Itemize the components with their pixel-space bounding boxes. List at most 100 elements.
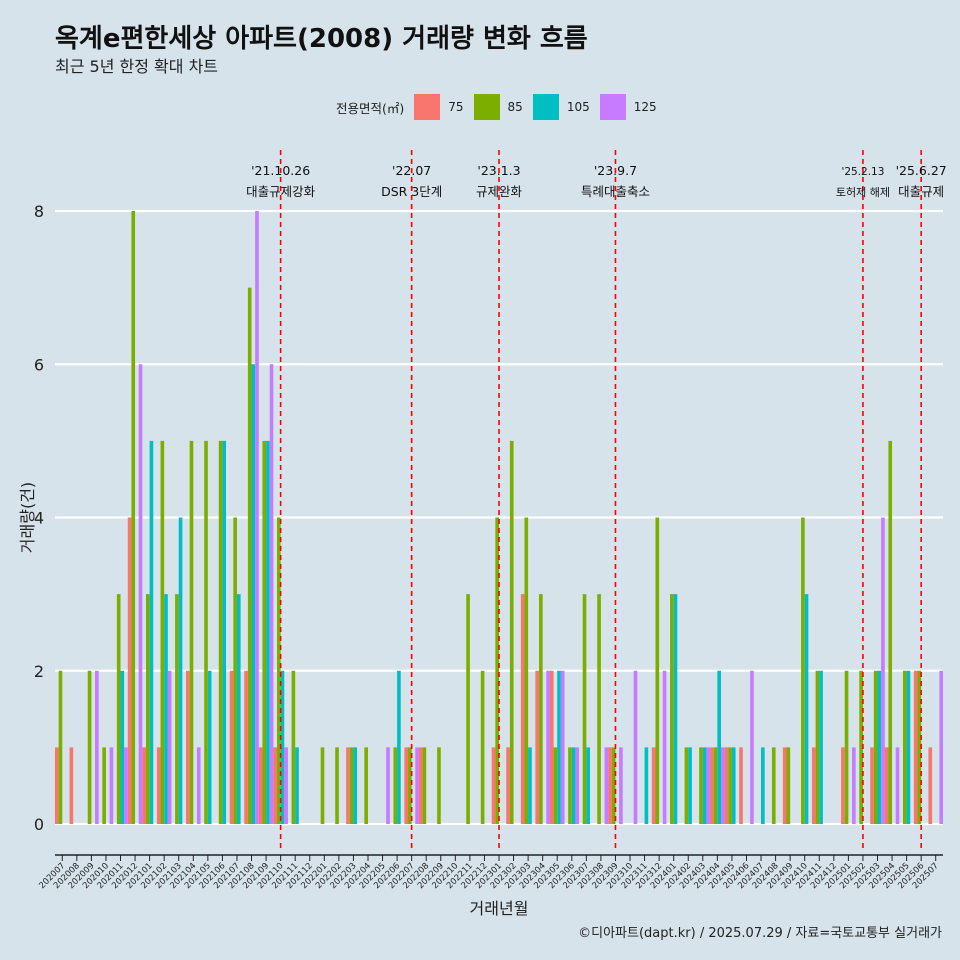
bar-125-202310 — [633, 670, 638, 824]
chart-title: 옥계e편한세상 아파트(2008) 거래량 변화 흐름 — [55, 24, 588, 54]
bar-105-202101 — [149, 440, 154, 824]
bar-125-202012 — [138, 364, 143, 824]
bar-75-202203 — [346, 747, 350, 824]
bar-85-202202 — [335, 747, 339, 824]
bar-85-202308 — [597, 594, 601, 824]
annotation-date: '25.2.13 — [841, 166, 884, 178]
annotation-label: 규제완화 — [476, 184, 523, 199]
bar-75-202108 — [244, 670, 248, 824]
x-axis-title: 거래년월 — [470, 899, 529, 918]
bar-75-202012 — [127, 517, 132, 824]
annotation-date: '22.07 — [392, 163, 431, 178]
bar-125-202010 — [109, 747, 114, 824]
bar-125-202207 — [415, 747, 419, 824]
chart-caption: ©디아파트(dapt.kr) / 2025.07.29 / 자료=국토교통부 실… — [578, 926, 942, 941]
legend-label-75: 75 — [448, 100, 464, 114]
bar-85-202102 — [160, 440, 165, 824]
bar-125-202011 — [124, 747, 128, 824]
bar-105-202103 — [178, 517, 183, 824]
bar-75-202411 — [811, 747, 816, 824]
bar-85-202405 — [728, 747, 732, 824]
y-axis-title: 거래량(건) — [18, 482, 37, 553]
bar-75-202104 — [186, 670, 190, 824]
bar-105-202402 — [688, 747, 692, 824]
bar-85-202301 — [495, 517, 499, 824]
bar-85-202401 — [670, 594, 674, 824]
bar-85-202103 — [175, 594, 179, 824]
bar-105-202407 — [761, 747, 765, 824]
y-tick-label: 2 — [34, 662, 44, 681]
bar-125-202403 — [706, 747, 711, 824]
bar-105-202203 — [353, 747, 358, 824]
bar-75-202312 — [651, 747, 656, 824]
bar-75-202507 — [928, 747, 933, 824]
bar-85-202410 — [801, 517, 805, 824]
bar-105-202405 — [731, 747, 736, 824]
bar-85-202504 — [888, 440, 893, 824]
bar-125-202404 — [721, 747, 725, 824]
bar-75-202405 — [724, 747, 729, 824]
bar-85-202503 — [873, 670, 878, 824]
bar-75-202309 — [608, 747, 612, 824]
bar-75-202305 — [549, 670, 554, 824]
bar-85-202111 — [291, 670, 296, 824]
bar-85-202411 — [815, 670, 820, 824]
bar-75-202107 — [229, 670, 234, 824]
bar-125-202306 — [575, 747, 580, 824]
bar-85-202204 — [364, 747, 368, 824]
bar-85-202009 — [87, 670, 92, 824]
bar-75-202409 — [782, 747, 787, 824]
bar-85-202404 — [713, 747, 718, 824]
legend-swatch-105 — [532, 94, 559, 120]
bar-85-202110 — [277, 517, 281, 824]
bar-85-202312 — [655, 517, 660, 824]
legend-swatch-125 — [599, 94, 626, 120]
bar-105-202108 — [251, 364, 256, 824]
bar-85-202402 — [684, 747, 689, 824]
bar-105-202307 — [586, 747, 590, 824]
bar-125-202308 — [604, 747, 609, 824]
bar-105-202102 — [164, 594, 168, 824]
bar-85-202206 — [393, 747, 398, 824]
bar-125-202503 — [881, 517, 885, 824]
bar-125-202305 — [560, 670, 565, 824]
bar-85-202309 — [611, 747, 616, 824]
bar-105-202111 — [295, 747, 299, 824]
annotation-label: 특례대출축소 — [581, 184, 650, 199]
bar-125-202009 — [95, 670, 99, 824]
bar-85-202409 — [786, 747, 791, 824]
bar-75-202302 — [506, 747, 510, 824]
bar-75-202008 — [69, 747, 74, 824]
bar-105-202305 — [557, 670, 561, 824]
bar-75-202101 — [142, 747, 146, 824]
annotation-date: '21.10.26 — [251, 163, 310, 178]
bar-75-202504 — [884, 747, 889, 824]
legend: 전용면적(㎡) 75 85 105 125 — [336, 93, 667, 121]
legend-label-105: 105 — [566, 100, 590, 114]
bar-75-202102 — [156, 747, 161, 824]
bar-125-202501 — [852, 747, 856, 824]
bar-105-202311 — [644, 747, 649, 824]
bar-105-202110 — [280, 670, 285, 824]
bar-85-202101 — [145, 594, 150, 824]
legend-label-85: 85 — [507, 100, 523, 114]
bar-85-202306 — [568, 747, 572, 824]
bar-105-202403 — [702, 747, 707, 824]
bar-85-202007 — [58, 670, 63, 824]
bar-85-202502 — [859, 670, 863, 824]
bar-125-202504 — [895, 747, 900, 824]
bar-85-202105 — [204, 440, 208, 824]
bar-85-202212 — [480, 670, 485, 824]
chart-subtitle: 최근 5년 한정 확대 차트 — [55, 57, 219, 76]
bar-125-202312 — [662, 670, 667, 824]
bar-105-202411 — [819, 670, 823, 824]
bar-85-202011 — [116, 594, 121, 824]
bar-105-202107 — [236, 594, 241, 824]
bar-105-202410 — [804, 594, 809, 824]
bar-85-202408 — [771, 747, 776, 824]
y-tick-label: 8 — [34, 202, 44, 221]
bar-85-202209 — [437, 747, 441, 824]
annotation-date: '23.1.3 — [477, 163, 520, 178]
bar-125-202109 — [269, 364, 274, 824]
